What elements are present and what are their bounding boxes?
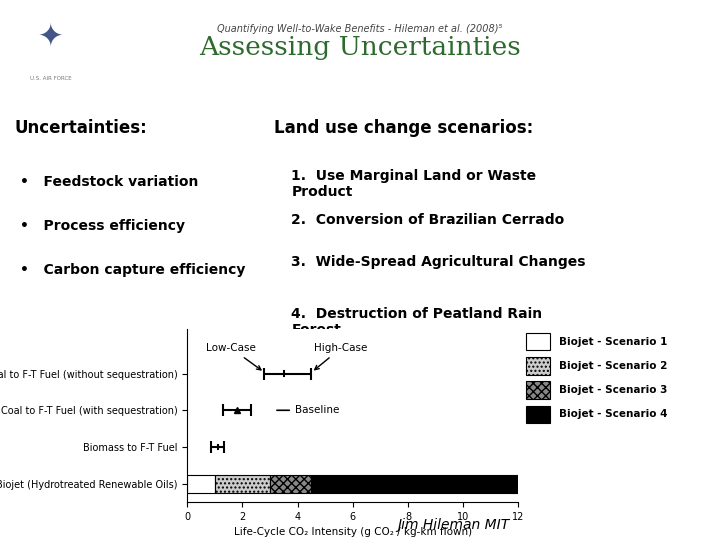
Text: 2.  Conversion of Brazilian Cerrado: 2. Conversion of Brazilian Cerrado	[292, 213, 564, 227]
Text: Biojet - Scenario 3: Biojet - Scenario 3	[559, 385, 667, 395]
Text: ✦: ✦	[37, 23, 63, 52]
X-axis label: Life-Cycle CO₂ Intensity (g CO₂ / kg-km flown): Life-Cycle CO₂ Intensity (g CO₂ / kg-km …	[234, 528, 472, 537]
Text: •   Process efficiency: • Process efficiency	[20, 219, 185, 233]
Text: •   Feedstock variation: • Feedstock variation	[20, 175, 198, 189]
Text: Baseline: Baseline	[277, 406, 339, 415]
Text: Low-Case: Low-Case	[207, 343, 261, 370]
Text: Land use change scenarios:: Land use change scenarios:	[274, 119, 533, 137]
Text: Assessing Uncertainties: Assessing Uncertainties	[199, 35, 521, 60]
Text: Biojet - Scenario 4: Biojet - Scenario 4	[559, 409, 667, 420]
Bar	[311, 475, 518, 493]
Text: High-Case: High-Case	[314, 343, 367, 370]
Text: Uncertainties:: Uncertainties:	[14, 119, 147, 137]
Text: Jim Hileman MIT: Jim Hileman MIT	[397, 518, 510, 532]
Bar	[270, 475, 311, 493]
Bar	[526, 406, 550, 423]
Bar	[215, 475, 270, 493]
Text: 1.  Use Marginal Land or Waste
Product: 1. Use Marginal Land or Waste Product	[292, 168, 536, 199]
Text: Quantifying Well-to-Wake Benefits - Hileman et al. (2008)⁵: Quantifying Well-to-Wake Benefits - Hile…	[217, 24, 503, 35]
Text: U.S. AIR FORCE: U.S. AIR FORCE	[30, 76, 71, 82]
Text: Biojet - Scenario 1: Biojet - Scenario 1	[559, 336, 667, 347]
Bar	[526, 333, 550, 350]
Bar	[187, 475, 215, 493]
Text: 4.  Destruction of Peatland Rain
Forest: 4. Destruction of Peatland Rain Forest	[292, 307, 543, 337]
Text: 3.  Wide-Spread Agricultural Changes: 3. Wide-Spread Agricultural Changes	[292, 255, 586, 269]
Text: •   Carbon capture efficiency: • Carbon capture efficiency	[20, 262, 246, 276]
Bar	[526, 381, 550, 399]
Bar	[526, 357, 550, 375]
Text: Biojet - Scenario 2: Biojet - Scenario 2	[559, 361, 667, 371]
